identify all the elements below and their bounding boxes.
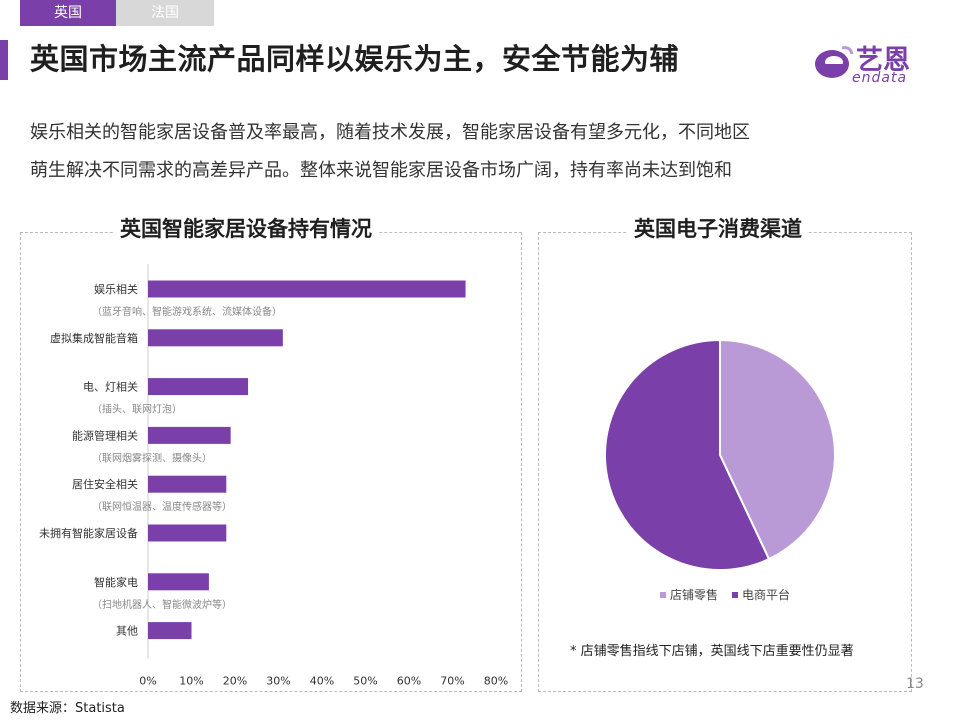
legend-label: 店铺零售 <box>670 588 719 602</box>
description-line: 萌生解决不同需求的高差异产品。整体来说智能家居设备市场广阔，持有率尚未达到饱和 <box>30 160 732 181</box>
logo-text-en: endata <box>852 70 908 86</box>
title-accent-bar <box>0 40 8 80</box>
bar <box>148 622 192 640</box>
bar-x-tick-label: 50% <box>353 674 377 687</box>
bar-category-sublabel: （插头、联网灯泡） <box>92 403 182 416</box>
data-source: 数据来源：Statista <box>10 701 125 716</box>
bar <box>148 426 231 444</box>
legend-item-store: 店铺零售 <box>660 586 718 603</box>
tab-france[interactable]: 法国 <box>116 0 214 26</box>
pie-legend: 店铺零售 电商平台 <box>660 586 790 603</box>
pie-slice <box>604 338 771 571</box>
description: 娱乐相关的智能家居设备普及率最高，随着技术发展，智能家居设备有望多元化，不同地区… <box>30 114 930 190</box>
description-line: 娱乐相关的智能家居设备普及率最高，随着技术发展，智能家居设备有望多元化，不同地区 <box>30 122 750 143</box>
pie-slice <box>719 338 836 561</box>
pie-footnote: * 店铺零售指线下店铺，英国线下店重要性仍显著 <box>570 644 854 659</box>
legend-label: 电商平台 <box>742 588 791 602</box>
bar-category-label: 智能家电 <box>94 575 138 589</box>
bar-category-label: 电、灯相关 <box>83 380 138 394</box>
logo-mark-icon <box>815 46 854 78</box>
bar-x-tick-label: 80% <box>484 674 508 687</box>
bar <box>148 524 227 542</box>
bar-category-label: 居住安全相关 <box>72 477 138 491</box>
page-title: 英国市场主流产品同样以娱乐为主，安全节能为辅 <box>30 42 680 76</box>
bar-x-tick-label: 40% <box>310 674 334 687</box>
bar-category-label: 娱乐相关 <box>94 282 138 296</box>
bar-x-tick-label: 0% <box>139 674 156 687</box>
bar-chart-title: 英国智能家居设备持有情况 <box>114 213 378 243</box>
pie-chart <box>604 338 836 571</box>
pie-chart-title: 英国电子消费渠道 <box>628 213 808 243</box>
bar-category-sublabel: （联网烟雾探测、摄像头） <box>92 451 212 464</box>
bar-category-label: 未拥有智能家居设备 <box>39 526 138 540</box>
bar <box>148 378 249 396</box>
bar-x-tick-label: 10% <box>179 674 203 687</box>
endata-logo: 艺恩 endata <box>812 42 932 86</box>
bar-category-sublabel: （联网恒温器、温度传感器等） <box>92 500 232 513</box>
bar-x-tick-label: 30% <box>266 674 290 687</box>
tab-uk[interactable]: 英国 <box>20 0 116 26</box>
bar <box>148 280 466 298</box>
bar <box>148 329 283 347</box>
bar-category-label: 其他 <box>116 625 138 638</box>
bar-category-label: 能源管理相关 <box>72 428 138 442</box>
bar <box>148 475 227 493</box>
legend-swatch-ecommerce <box>732 591 739 598</box>
bar-x-tick-label: 70% <box>440 674 464 687</box>
page-number: 13 <box>906 676 924 692</box>
logo-text-cn: 艺恩 <box>856 45 910 76</box>
bar-category-sublabel: （蓝牙音响、智能游戏系统、流媒体设备） <box>92 305 282 318</box>
bar-x-tick-label: 20% <box>223 674 247 687</box>
country-tabs: 英国 法国 <box>20 0 214 26</box>
legend-item-ecommerce: 电商平台 <box>732 586 790 603</box>
bar-category-label: 虚拟集成智能音箱 <box>50 331 138 345</box>
bar <box>148 573 209 591</box>
bar-x-tick-label: 60% <box>397 674 421 687</box>
bar-category-sublabel: （扫地机器人、智能微波炉等） <box>92 598 232 611</box>
legend-swatch-store <box>660 591 666 598</box>
